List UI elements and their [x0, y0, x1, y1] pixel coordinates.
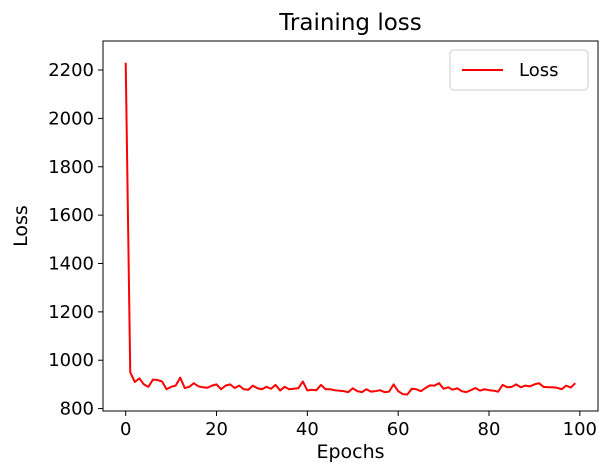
x-tick-label: 40 [296, 419, 319, 440]
legend-box [449, 49, 589, 91]
y-tick-label: 1200 [48, 302, 94, 323]
y-tick-label: 2000 [48, 108, 94, 129]
legend: Loss [449, 49, 589, 91]
x-tick-label: 100 [563, 419, 597, 440]
plot-area [102, 40, 599, 412]
y-tick-label: 1400 [48, 253, 94, 274]
y-axis-label: Loss [10, 205, 32, 247]
y-tick-label: 1600 [48, 205, 94, 226]
x-tick-label: 80 [478, 419, 501, 440]
chart-title: Training loss [278, 10, 422, 36]
plot-frame [102, 40, 599, 412]
x-tick-label: 20 [205, 419, 228, 440]
y-tick-label: 2200 [48, 60, 94, 81]
x-axis-label: Epochs [316, 441, 384, 463]
legend-label-loss: Loss [519, 60, 558, 81]
x-tick-label: 0 [120, 419, 131, 440]
y-tick-label: 1000 [48, 350, 94, 371]
y-tick-label: 1800 [48, 157, 94, 178]
series-layer [124, 62, 576, 396]
series-line-loss [124, 62, 576, 396]
x-tick-label: 60 [387, 419, 410, 440]
y-axis: 800 1000 1200 1400 1600 1800 2000 2200 [48, 60, 103, 420]
y-tick-label: 800 [60, 399, 94, 420]
x-axis: 0 20 40 60 80 100 [120, 411, 597, 440]
